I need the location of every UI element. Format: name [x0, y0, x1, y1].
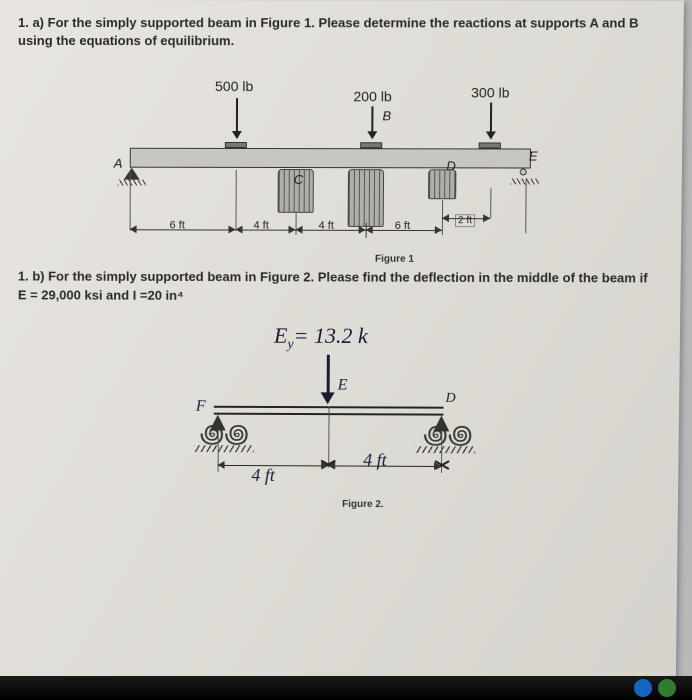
ground-hatch — [118, 180, 146, 186]
dim-6ft-2: 6 ft — [395, 220, 410, 232]
dim-line — [442, 219, 490, 220]
question-b: 1. b) For the simply supported beam in F… — [18, 268, 653, 306]
arrow-down-icon — [490, 103, 492, 139]
taskbar — [0, 676, 692, 700]
pin-support-icon — [124, 168, 140, 180]
figure-1: 500 lb 200 lb 300 lb A C B D E — [120, 78, 552, 258]
taskbar-icon[interactable] — [658, 679, 676, 697]
load-annotation: Ey= 13.2 k — [274, 323, 368, 353]
ground-hatch — [415, 446, 475, 453]
node-f: F — [196, 398, 206, 416]
ext-line — [130, 170, 131, 230]
pier-b — [348, 169, 384, 227]
dim-4ft-b: 4 ft — [363, 450, 387, 471]
figure2-caption: Figure 2. — [77, 497, 650, 511]
node-d: D — [446, 159, 456, 174]
pier-d — [428, 170, 456, 200]
node-b: B — [382, 109, 391, 124]
load-300: 300 lb — [471, 85, 510, 101]
beam — [130, 148, 531, 169]
node-e: E — [529, 149, 538, 164]
ground-hatch — [194, 445, 254, 452]
arrowhead-icon — [321, 392, 335, 404]
node-c: C — [294, 172, 303, 187]
taskbar-icon[interactable] — [634, 679, 652, 697]
arrow-down-icon — [327, 355, 330, 395]
load-sym-e: E — [274, 323, 288, 348]
figure-2: Ey= 13.2 k E F ꩜꩜ D ꩜꩜ 4 ft 4 ft — [194, 318, 475, 497]
dim-4ft-1: 4 ft — [253, 220, 268, 232]
node-d-fig2: D — [445, 391, 455, 407]
load-val: = 13.2 k — [294, 323, 368, 348]
spiral-icon: ꩜꩜ — [423, 425, 473, 443]
node-a: A — [114, 156, 123, 171]
dim-4ft-2: 4 ft — [319, 220, 334, 232]
dim-2ft: 2 ft — [455, 215, 475, 228]
ext-line — [490, 189, 491, 219]
question-a: 1. a) For the simply supported beam in F… — [18, 14, 655, 51]
load-200: 200 lb — [353, 89, 391, 105]
dim-4ft-a: 4 ft — [251, 465, 275, 486]
arrow-down-icon — [236, 98, 238, 138]
arrow-down-icon — [371, 107, 373, 139]
spiral-icon: ꩜꩜ — [200, 424, 249, 442]
roller-support-icon — [520, 169, 527, 176]
node-e-fig2: E — [338, 376, 348, 394]
dim-6ft: 6 ft — [170, 220, 185, 232]
ext-line — [525, 179, 527, 234]
ext-line — [236, 170, 237, 230]
load-500: 500 lb — [215, 78, 253, 94]
